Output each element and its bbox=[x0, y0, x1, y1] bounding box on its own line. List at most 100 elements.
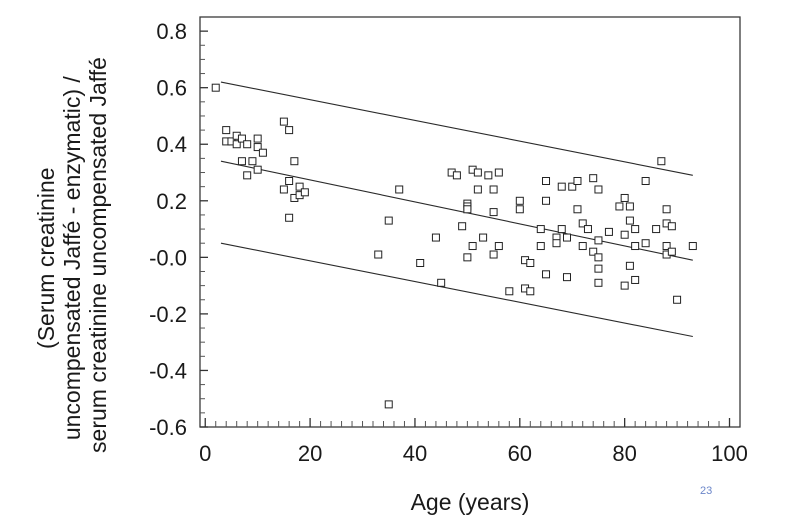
data-point bbox=[542, 196, 551, 205]
data-point bbox=[573, 177, 582, 185]
regression-lines bbox=[220, 81, 693, 338]
data-point bbox=[652, 225, 661, 234]
data-point bbox=[458, 222, 467, 231]
data-point bbox=[620, 193, 629, 202]
plot-frame bbox=[199, 16, 741, 428]
data-point bbox=[243, 171, 252, 180]
data-point bbox=[237, 157, 246, 166]
data-point bbox=[536, 225, 545, 234]
data-point bbox=[416, 259, 425, 267]
data-point bbox=[384, 400, 393, 409]
data-point bbox=[573, 205, 582, 214]
data-point bbox=[515, 196, 524, 205]
data-point bbox=[384, 216, 393, 225]
data-point bbox=[253, 143, 262, 152]
data-point bbox=[463, 253, 472, 262]
data-point bbox=[222, 126, 231, 135]
data-point bbox=[594, 236, 603, 245]
data-point bbox=[489, 185, 498, 194]
data-point bbox=[253, 165, 262, 174]
data-point bbox=[285, 177, 294, 185]
data-point bbox=[395, 185, 404, 194]
data-point bbox=[589, 247, 598, 256]
data-point bbox=[673, 295, 682, 304]
data-point bbox=[557, 182, 566, 191]
y-tick-label: -0.2 bbox=[149, 302, 187, 327]
data-point bbox=[515, 205, 524, 214]
data-point bbox=[662, 205, 671, 214]
minor-ticks bbox=[200, 44, 720, 427]
data-point bbox=[285, 213, 294, 222]
data-point bbox=[437, 278, 446, 287]
data-point bbox=[667, 247, 676, 256]
x-tick-label: 80 bbox=[612, 441, 636, 466]
data-point bbox=[237, 134, 246, 143]
data-point bbox=[211, 83, 220, 92]
x-tick-label: 40 bbox=[403, 441, 427, 466]
x-tick-label: 20 bbox=[298, 441, 322, 466]
data-point bbox=[589, 174, 598, 183]
data-point bbox=[615, 202, 624, 211]
data-point bbox=[662, 242, 671, 251]
x-axis-title: Age (years) bbox=[411, 489, 530, 515]
data-point bbox=[489, 208, 498, 217]
data-point bbox=[594, 264, 603, 273]
data-point bbox=[526, 259, 535, 267]
data-point bbox=[295, 182, 304, 191]
data-point bbox=[479, 233, 488, 242]
data-point bbox=[542, 270, 551, 279]
data-point bbox=[625, 216, 634, 225]
y-axis-title-line-3: serum creatinine uncompensated Jaffé bbox=[85, 57, 111, 453]
y-axis-title-line-1: (Serum creatinine bbox=[33, 167, 59, 349]
data-point bbox=[536, 242, 545, 251]
slide-number: 23 bbox=[700, 485, 713, 497]
data-point bbox=[279, 185, 288, 194]
data-point bbox=[620, 281, 629, 290]
y-tick-label: -0.0 bbox=[149, 245, 187, 270]
data-points bbox=[211, 83, 697, 409]
data-point bbox=[604, 227, 613, 236]
data-point bbox=[583, 225, 592, 234]
x-tick-label: 0 bbox=[199, 441, 211, 466]
data-point bbox=[300, 188, 309, 197]
data-point bbox=[620, 230, 629, 239]
data-point bbox=[594, 278, 603, 287]
data-point bbox=[557, 225, 566, 234]
data-point bbox=[562, 233, 571, 242]
data-point bbox=[258, 148, 267, 157]
x-axis-ticks: 0 20 40 60 80 100 bbox=[199, 418, 748, 466]
data-point bbox=[374, 250, 383, 259]
data-point bbox=[473, 185, 482, 194]
data-point bbox=[631, 242, 640, 251]
y-axis-title-line-2: uncompensated Jaffé - enzymatic) / bbox=[59, 76, 85, 441]
data-point bbox=[473, 168, 482, 177]
data-point bbox=[431, 233, 440, 242]
data-point bbox=[468, 242, 477, 251]
data-point bbox=[641, 177, 650, 185]
data-point bbox=[631, 275, 640, 284]
y-axis-title: (Serum creatinine uncompensated Jaffé - … bbox=[33, 57, 111, 453]
data-point bbox=[243, 140, 252, 149]
data-point bbox=[568, 182, 577, 191]
data-point bbox=[484, 171, 493, 180]
data-point bbox=[542, 177, 551, 185]
data-point bbox=[452, 171, 461, 180]
y-tick-label: -0.4 bbox=[149, 358, 187, 383]
lower-limit-line bbox=[220, 242, 693, 338]
data-point bbox=[562, 273, 571, 282]
data-point bbox=[290, 157, 299, 166]
y-tick-label: -0.6 bbox=[149, 415, 187, 440]
data-point bbox=[578, 242, 587, 251]
data-point bbox=[631, 225, 640, 234]
data-point bbox=[667, 222, 676, 231]
data-point bbox=[625, 202, 634, 211]
data-point bbox=[253, 134, 262, 143]
y-tick-label: 0.2 bbox=[156, 189, 187, 214]
data-point bbox=[279, 117, 288, 126]
x-tick-label: 60 bbox=[508, 441, 532, 466]
data-point bbox=[641, 239, 650, 248]
y-tick-label: 0.6 bbox=[156, 76, 187, 101]
data-point bbox=[594, 253, 603, 262]
data-point bbox=[494, 242, 503, 251]
